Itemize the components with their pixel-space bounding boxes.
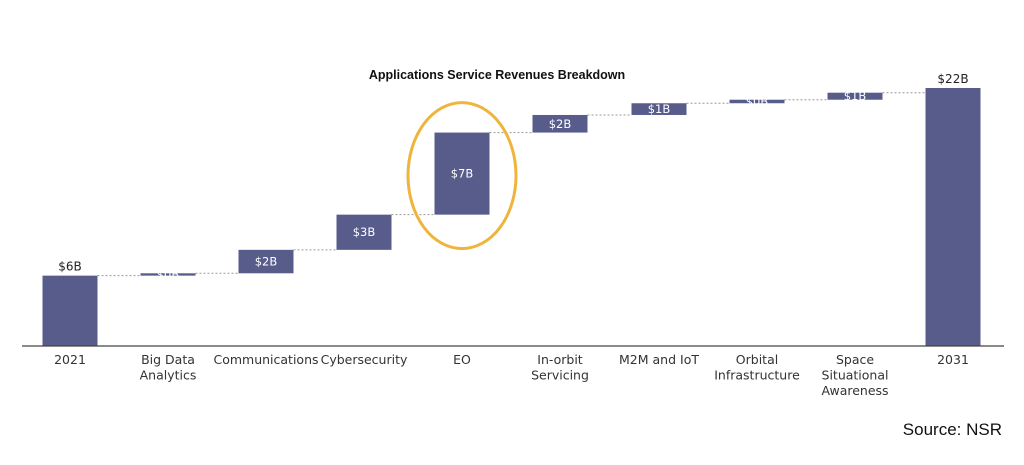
value-label-in-orbit-servicing: $2B: [549, 117, 572, 131]
category-label-2021: 2021: [54, 352, 86, 367]
bar-orbital-infrastructure: [729, 99, 785, 104]
bar-communications: [238, 249, 294, 274]
value-label-communications: $2B: [255, 255, 278, 269]
category-label-cybersecurity: Cybersecurity: [321, 352, 408, 367]
bar-m2m-and-iot: [631, 103, 687, 115]
bar-in-orbit-servicing: [532, 114, 588, 133]
category-label-communications: Communications: [213, 352, 318, 367]
source-note: Source: NSR: [902, 420, 1002, 439]
chart-title: Applications Service Revenues Breakdown: [369, 68, 625, 82]
bar-2021: [42, 275, 98, 346]
value-label-orbital-infrastructure: $0B: [746, 94, 769, 108]
bar-big-data-analytics: [140, 273, 196, 276]
value-label-eo: $7B: [451, 167, 474, 181]
category-labels-group: 2021 Big Data Analytics Communications Cyber…: [54, 352, 969, 398]
category-label-eo: EO: [453, 352, 471, 367]
value-label-m2m-and-iot: $1B: [648, 102, 671, 116]
bar-cybersecurity: [336, 214, 392, 250]
value-label-big-data-analytics: $0B: [157, 267, 180, 281]
category-label-big-data-analytics: Big Data Analytics: [140, 352, 197, 383]
category-label-in-orbit-servicing: In-orbit Servicing: [531, 352, 589, 383]
connector-lines: [97, 92, 926, 277]
category-label-2031: 2031: [937, 352, 969, 367]
value-label-space-situational-awareness: $1B: [844, 89, 867, 103]
value-label-cybersecurity: $3B: [353, 225, 376, 239]
value-labels-group: $6B $0B $2B $3B $7B $2B $1B $0B $1B $22B: [58, 72, 968, 281]
bar-eo: [434, 132, 490, 215]
highlight-circle: [406, 101, 518, 251]
category-label-orbital-infrastructure: Orbital Infrastructure: [714, 352, 800, 383]
category-label-m2m-and-iot: M2M and IoT: [619, 352, 699, 367]
bar-space-situational-awareness: [827, 92, 883, 100]
value-label-2031: $22B: [937, 72, 968, 86]
category-label-space-situational-awareness: Space Situational Awareness: [821, 352, 888, 398]
bars-group: [42, 88, 981, 346]
value-label-2021: $6B: [58, 260, 82, 274]
bar-2031: [925, 88, 981, 346]
